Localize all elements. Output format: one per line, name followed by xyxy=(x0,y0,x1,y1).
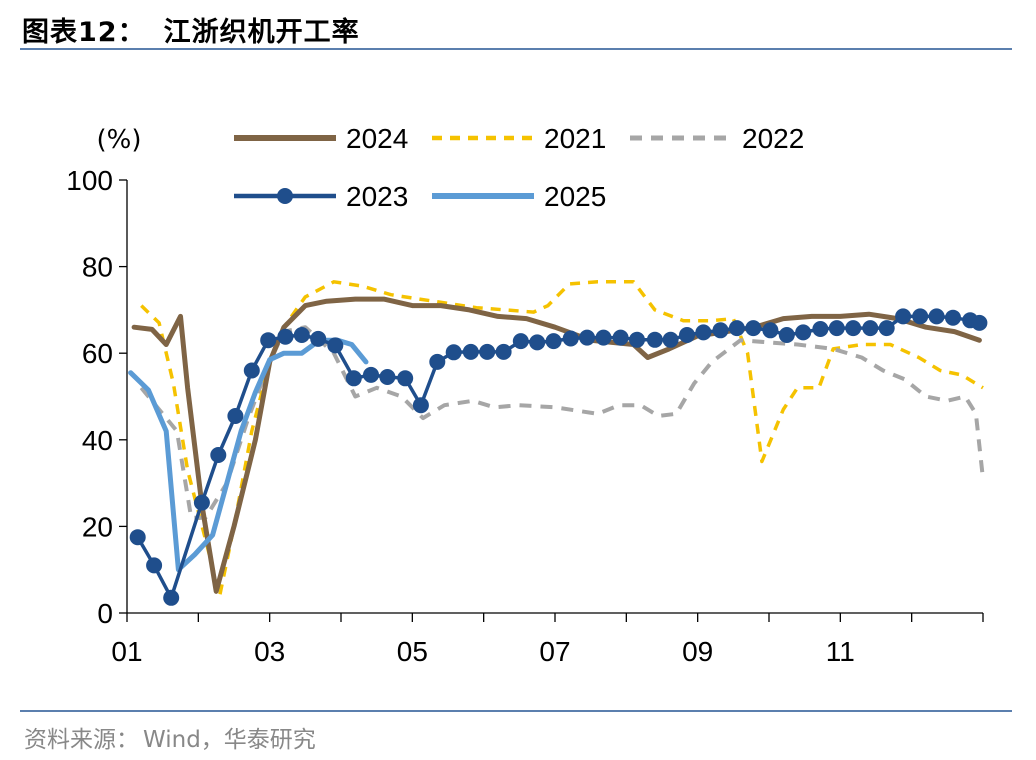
y-tick-label: 40 xyxy=(82,425,113,456)
series-point-2023 xyxy=(495,343,512,360)
x-ticks: 01 03 05 07 09 11 xyxy=(111,613,984,667)
series-point-2023 xyxy=(695,324,712,341)
series-point-2023 xyxy=(629,331,645,348)
series-point-2023 xyxy=(828,320,845,337)
series-point-2023 xyxy=(293,327,310,343)
series-point-2023 xyxy=(243,362,260,379)
series-point-2023 xyxy=(579,329,596,346)
series-point-2023 xyxy=(612,329,629,346)
x-tick-label: 01 xyxy=(111,636,142,667)
series-point-2023 xyxy=(479,343,496,360)
series-line-2023 xyxy=(135,314,982,600)
series-point-2023 xyxy=(712,322,729,339)
legend-marker-2023 xyxy=(277,188,293,204)
series-point-2023 xyxy=(529,334,546,351)
series-point-2023 xyxy=(845,320,862,337)
series-line-2021 xyxy=(140,280,984,598)
series-point-2023 xyxy=(210,447,227,463)
series-point-2023 xyxy=(345,370,362,387)
series-point-2023 xyxy=(379,369,396,385)
series-point-2023 xyxy=(945,309,961,326)
y-ticks: 0 20 40 60 80 100 xyxy=(66,165,127,629)
figure-title: 图表12： 江浙织机开工率 xyxy=(22,10,360,49)
series-line-2025 xyxy=(128,337,369,573)
series-point-2023 xyxy=(679,327,695,343)
series-point-2023 xyxy=(146,557,163,574)
footer-divider xyxy=(20,710,1012,712)
legend-label-2024: 2024 xyxy=(346,123,408,154)
source-text: Wind，华泰研究 xyxy=(143,727,316,753)
y-axis-label: (%) xyxy=(97,125,142,155)
y-tick-label: 100 xyxy=(66,165,113,196)
series-point-2023 xyxy=(878,320,895,337)
series-point-2023 xyxy=(912,308,929,325)
figure-number: 图表12： xyxy=(22,17,146,48)
figure-name: 江浙织机开工率 xyxy=(163,17,360,48)
series-point-2023 xyxy=(745,320,762,337)
series-point-2023 xyxy=(728,320,745,337)
y-tick-label: 80 xyxy=(82,252,113,283)
series-point-2023 xyxy=(129,529,146,546)
x-tick-label: 07 xyxy=(539,636,570,667)
legend-label-2021: 2021 xyxy=(544,123,606,154)
series-line-2022 xyxy=(139,325,985,520)
series-point-2023 xyxy=(762,322,779,339)
series-point-2023 xyxy=(397,370,414,387)
x-tick-label: 11 xyxy=(826,636,855,667)
legend-label-2023: 2023 xyxy=(346,181,408,212)
series-point-2023 xyxy=(562,330,579,347)
series-point-2023 xyxy=(227,408,244,424)
series-point-2023 xyxy=(512,333,529,350)
series-point-2023 xyxy=(778,327,795,343)
series-point-2023 xyxy=(429,353,446,370)
y-tick-label: 60 xyxy=(82,338,113,369)
series-point-2023 xyxy=(310,330,327,347)
series-point-2023 xyxy=(363,366,379,383)
series-point-2023 xyxy=(193,494,210,511)
x-tick-label: 03 xyxy=(254,636,285,667)
legend: 2024 2021 2022 2023 2025 xyxy=(234,123,804,212)
series-point-2023 xyxy=(163,589,180,606)
legend-label-2022: 2022 xyxy=(742,123,804,154)
series-point-2023 xyxy=(462,343,479,360)
x-tick-label: 09 xyxy=(682,636,713,667)
source-note: 资料来源： Wind，华泰研究 xyxy=(24,720,316,754)
legend-label-2025: 2025 xyxy=(544,181,606,212)
series-point-2023 xyxy=(795,324,812,341)
series-point-2023 xyxy=(277,328,294,345)
series-point-2023 xyxy=(971,314,988,331)
series-point-2023 xyxy=(928,308,945,325)
header-divider xyxy=(20,48,1012,50)
series-point-2023 xyxy=(445,344,462,361)
y-tick-label: 20 xyxy=(82,511,113,542)
series-line-2024 xyxy=(131,296,982,594)
series-point-2023 xyxy=(327,337,344,354)
series-point-2023 xyxy=(412,397,429,414)
series-point-2023 xyxy=(646,331,663,348)
series-point-2023 xyxy=(260,332,277,349)
series-lines xyxy=(128,280,988,606)
series-point-2023 xyxy=(662,331,679,348)
series-point-2023 xyxy=(545,333,562,350)
series-point-2023 xyxy=(595,329,612,346)
series-point-2023 xyxy=(862,320,879,337)
series-point-2023 xyxy=(812,321,829,337)
source-label: 资料来源： xyxy=(24,727,139,753)
y-tick-label: 0 xyxy=(97,598,113,629)
series-point-2023 xyxy=(895,308,912,325)
x-tick-label: 05 xyxy=(397,636,428,667)
